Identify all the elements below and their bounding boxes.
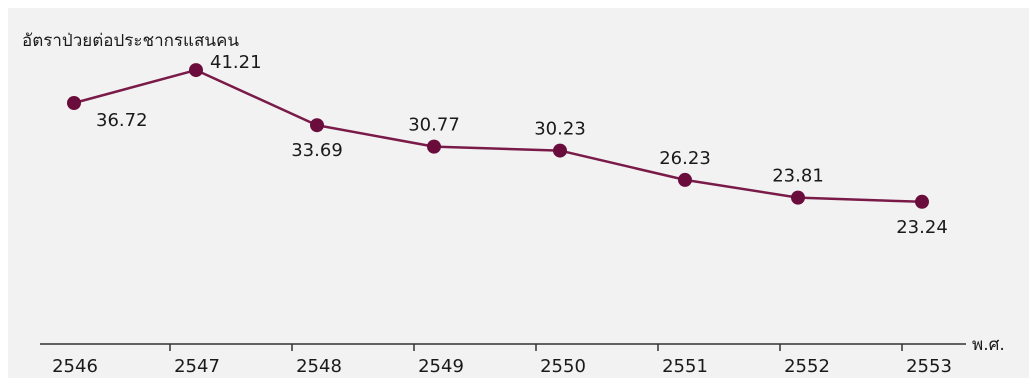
x-tick-label-2546: 2546	[52, 356, 98, 377]
data-point-2547	[189, 63, 203, 78]
data-point-2551	[678, 172, 692, 187]
x-tick-label-2551: 2551	[662, 356, 708, 377]
x-tick-label-2548: 2548	[296, 356, 342, 377]
data-point-2549	[427, 139, 441, 154]
data-point-2552	[791, 190, 805, 205]
data-label-2549: 30.77	[408, 115, 460, 136]
data-label-2546: 36.72	[96, 110, 148, 131]
data-labels: 36.72 41.21 33.69 30.77 30.23 26.23 23.81 23.24	[96, 52, 948, 238]
x-tick-label-2549: 2549	[418, 356, 464, 377]
chart-panel	[8, 8, 1029, 378]
x-tick-label-2553: 2553	[906, 356, 952, 377]
data-label-2553: 23.24	[896, 217, 948, 238]
x-axis-ticks	[169, 344, 903, 351]
series-line	[73, 68, 923, 204]
x-axis-unit-label: พ.ศ.	[972, 335, 1005, 355]
data-label-2548: 33.69	[291, 140, 343, 161]
data-point-2550	[553, 143, 567, 158]
data-label-2550: 30.23	[534, 119, 586, 140]
x-tick-label-2552: 2552	[784, 356, 830, 377]
x-axis-tick-labels: 2546 2547 2548 2549 2550 2551 2552 2553	[52, 356, 952, 377]
data-label-2547: 41.21	[210, 52, 262, 73]
data-points	[67, 63, 929, 209]
data-point-2546	[67, 96, 81, 110]
data-label-2552: 23.81	[772, 166, 824, 187]
x-tick-label-2550: 2550	[540, 356, 586, 377]
y-axis-label: อัตราป่วยต่อประชากรแสนคน	[22, 31, 239, 51]
data-label-2551: 26.23	[659, 148, 711, 169]
data-point-2548	[310, 118, 324, 133]
data-point-2553	[915, 194, 929, 209]
x-tick-label-2547: 2547	[174, 356, 220, 377]
